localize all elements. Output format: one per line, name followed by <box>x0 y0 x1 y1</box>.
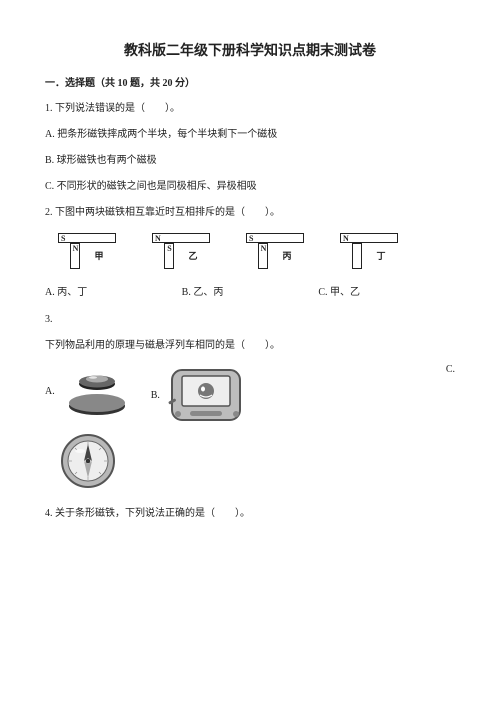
magnet-group-ding: N 丁 <box>333 233 405 269</box>
magnet-group-jia: S N 甲 <box>51 233 123 269</box>
magnet-left-bar: N <box>258 243 268 269</box>
magnet-bottom-pair: S 乙 <box>164 243 197 269</box>
q3-number: 3. <box>45 312 455 328</box>
magnet-group-bing: S N 丙 <box>239 233 311 269</box>
maglev-toy-icon <box>61 364 133 418</box>
q1-choice-c: C. 不同形状的磁铁之间也是同极相斥、异极相吸 <box>45 179 455 195</box>
q3-option-b: B. <box>151 364 248 426</box>
q2-choice-b: B. 乙、丙 <box>182 283 319 298</box>
magnet-top-bar: S <box>246 233 304 243</box>
q2-choice-a: A. 丙、丁 <box>45 283 182 298</box>
q3-stem: 下列物品利用的原理与磁悬浮列车相同的是（ ）。 <box>45 338 455 354</box>
magnet-left-bar: S <box>164 243 174 269</box>
q2-stem: 2. 下图中两块磁铁相互靠近时互相排斥的是（ ）。 <box>45 205 455 221</box>
magnet-bottom-pair: 丁 <box>352 243 385 269</box>
q3-image-row: A. B. <box>45 364 455 426</box>
exam-page: 教科版二年级下册科学知识点期末测试卷 一．选择题（共 10 题，共 20 分） … <box>0 0 500 552</box>
page-title: 教科版二年级下册科学知识点期末测试卷 <box>45 40 455 60</box>
q3-label-b: B. <box>151 390 160 401</box>
q1-stem: 1. 下列说法错误的是（ ）。 <box>45 101 455 117</box>
magnet-label: 丙 <box>282 243 291 262</box>
q2-choices: A. 丙、丁 B. 乙、丙 C. 甲、乙 <box>45 283 455 298</box>
magnet-bottom-pair: N 甲 <box>70 243 103 269</box>
drawing-board-icon <box>166 364 248 426</box>
magnet-label: 乙 <box>188 243 197 262</box>
magnet-top-bar: S <box>58 233 116 243</box>
magnet-label: 甲 <box>94 243 103 262</box>
q3-option-c: C. <box>446 364 455 375</box>
q1-choice-b: B. 球形磁铁也有两个磁极 <box>45 153 455 169</box>
q3-image-row2 <box>45 430 455 492</box>
q2-choice-c: C. 甲、乙 <box>318 283 455 298</box>
magnet-top-bar: N <box>340 233 398 243</box>
magnet-bottom-pair: N 丙 <box>258 243 291 269</box>
magnet-group-yi: N S 乙 <box>145 233 217 269</box>
q3-label-a: A. <box>45 386 55 397</box>
q4-stem: 4. 关于条形磁铁，下列说法正确的是（ ）。 <box>45 506 455 522</box>
magnet-label: 丁 <box>376 243 385 262</box>
q1-choice-a: A. 把条形磁铁摔成两个半块，每个半块剩下一个磁极 <box>45 127 455 143</box>
magnet-left-bar: N <box>70 243 80 269</box>
q3-label-c: C. <box>446 364 455 375</box>
magnet-diagram-row: S N 甲 N S 乙 S N 丙 N 丁 <box>45 233 455 269</box>
q3-option-a: A. <box>45 364 133 418</box>
magnet-top-bar: N <box>152 233 210 243</box>
section-heading: 一．选择题（共 10 题，共 20 分） <box>45 74 455 89</box>
compass-icon <box>57 430 119 492</box>
magnet-left-bar <box>352 243 362 269</box>
